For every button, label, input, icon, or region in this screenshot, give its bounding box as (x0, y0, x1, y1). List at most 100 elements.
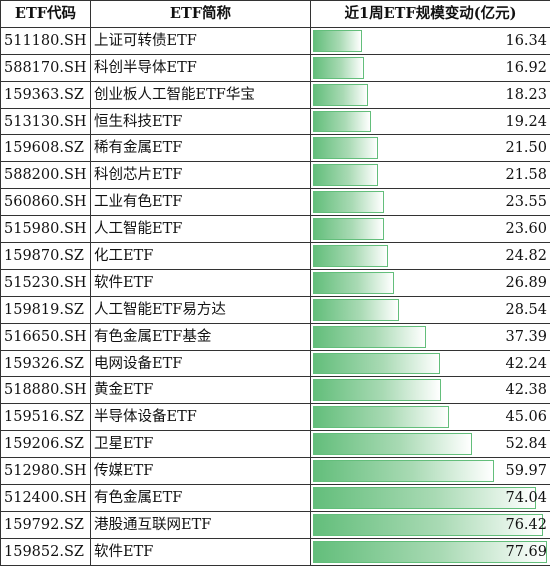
etf-name-cell[interactable]: 港股通互联网ETF (91, 511, 311, 538)
etf-code-cell[interactable]: 512400.SH (1, 485, 91, 512)
data-bar (313, 406, 449, 428)
data-bar (313, 379, 441, 401)
weekly-change-cell[interactable]: 42.38 (311, 377, 550, 404)
weekly-change-cell[interactable]: 21.50 (311, 135, 550, 162)
weekly-change-value: 42.24 (505, 356, 547, 372)
weekly-change-cell[interactable]: 45.06 (311, 404, 550, 431)
weekly-change-value: 24.82 (505, 248, 547, 264)
etf-name-cell[interactable]: 人工智能ETF易方达 (91, 296, 311, 323)
weekly-change-cell[interactable]: 28.54 (311, 296, 550, 323)
etf-name-cell[interactable]: 科创芯片ETF (91, 162, 311, 189)
data-bar (313, 137, 378, 159)
etf-code-cell[interactable]: 516650.SH (1, 323, 91, 350)
header-etf-code[interactable]: ETF代码 (1, 1, 91, 28)
weekly-change-cell[interactable]: 42.24 (311, 350, 550, 377)
data-bar (313, 30, 362, 52)
etf-name-cell[interactable]: 恒生科技ETF (91, 108, 311, 135)
etf-name-cell[interactable]: 化工ETF (91, 243, 311, 270)
etf-code-cell[interactable]: 560860.SH (1, 189, 91, 216)
weekly-change-value: 21.58 (505, 167, 547, 183)
etf-code-cell[interactable]: 159852.SZ (1, 538, 91, 565)
weekly-change-value: 23.60 (505, 221, 547, 237)
header-weekly-change[interactable]: 近1周ETF规模变动(亿元) (311, 1, 550, 28)
data-bar (313, 326, 426, 348)
weekly-change-cell[interactable]: 52.84 (311, 431, 550, 458)
etf-code-cell[interactable]: 159326.SZ (1, 350, 91, 377)
weekly-change-cell[interactable]: 24.82 (311, 243, 550, 270)
etf-name-cell[interactable]: 有色金属ETF基金 (91, 323, 311, 350)
etf-name-cell[interactable]: 人工智能ETF (91, 216, 311, 243)
etf-code-cell[interactable]: 159870.SZ (1, 243, 91, 270)
etf-code-cell[interactable]: 511180.SH (1, 27, 91, 54)
etf-code-cell[interactable]: 159206.SZ (1, 431, 91, 458)
data-bar (313, 111, 371, 133)
etf-name-cell[interactable]: 有色金属ETF (91, 485, 311, 512)
etf-name-cell[interactable]: 科创半导体ETF (91, 54, 311, 81)
weekly-change-value: 42.38 (505, 382, 547, 398)
etf-name-cell[interactable]: 软件ETF (91, 538, 311, 565)
etf-code-cell[interactable]: 159363.SZ (1, 81, 91, 108)
weekly-change-cell[interactable]: 18.23 (311, 81, 550, 108)
etf-name-cell[interactable]: 创业板人工智能ETF华宝 (91, 81, 311, 108)
weekly-change-cell[interactable]: 23.60 (311, 216, 550, 243)
etf-name-cell[interactable]: 软件ETF (91, 269, 311, 296)
etf-code-cell[interactable]: 159792.SZ (1, 511, 91, 538)
etf-code-cell[interactable]: 588170.SH (1, 54, 91, 81)
weekly-change-cell[interactable]: 77.69 (311, 538, 550, 565)
etf-name-cell[interactable]: 稀有金属ETF (91, 135, 311, 162)
etf-code-cell[interactable]: 515230.SH (1, 269, 91, 296)
weekly-change-cell[interactable]: 16.92 (311, 54, 550, 81)
weekly-change-value: 21.50 (505, 140, 547, 156)
data-bar (313, 57, 364, 79)
etf-name-cell[interactable]: 工业有色ETF (91, 189, 311, 216)
etf-code-cell[interactable]: 512980.SH (1, 458, 91, 485)
etf-name-cell[interactable]: 电网设备ETF (91, 350, 311, 377)
etf-code-cell[interactable]: 159819.SZ (1, 296, 91, 323)
table-header-row: ETF代码 ETF简称 近1周ETF规模变动(亿元) (1, 1, 550, 28)
etf-name-cell[interactable]: 上证可转债ETF (91, 27, 311, 54)
weekly-change-cell[interactable]: 26.89 (311, 269, 550, 296)
etf-code-cell[interactable]: 159516.SZ (1, 404, 91, 431)
etf-code-cell[interactable]: 515980.SH (1, 216, 91, 243)
etf-name-cell[interactable]: 黄金ETF (91, 377, 311, 404)
weekly-change-value: 28.54 (505, 302, 547, 318)
etf-code-cell[interactable]: 159608.SZ (1, 135, 91, 162)
etf-name-cell[interactable]: 半导体设备ETF (91, 404, 311, 431)
weekly-change-cell[interactable]: 21.58 (311, 162, 550, 189)
weekly-change-cell[interactable]: 74.04 (311, 485, 550, 512)
weekly-change-cell[interactable]: 16.34 (311, 27, 550, 54)
weekly-change-cell[interactable]: 23.55 (311, 189, 550, 216)
weekly-change-value: 16.34 (505, 33, 547, 49)
data-bar (313, 299, 399, 321)
weekly-change-cell[interactable]: 37.39 (311, 323, 550, 350)
etf-code-cell[interactable]: 588200.SH (1, 162, 91, 189)
weekly-change-value: 74.04 (505, 490, 547, 506)
weekly-change-cell[interactable]: 59.97 (311, 458, 550, 485)
weekly-change-cell[interactable]: 76.42 (311, 511, 550, 538)
etf-code-cell[interactable]: 513130.SH (1, 108, 91, 135)
etf-code-cell[interactable]: 518880.SH (1, 377, 91, 404)
data-bar (313, 272, 394, 294)
etf-name-cell[interactable]: 传媒ETF (91, 458, 311, 485)
etf-name-cell[interactable]: 卫星ETF (91, 431, 311, 458)
weekly-change-cell[interactable]: 19.24 (311, 108, 550, 135)
header-etf-name[interactable]: ETF简称 (91, 1, 311, 28)
